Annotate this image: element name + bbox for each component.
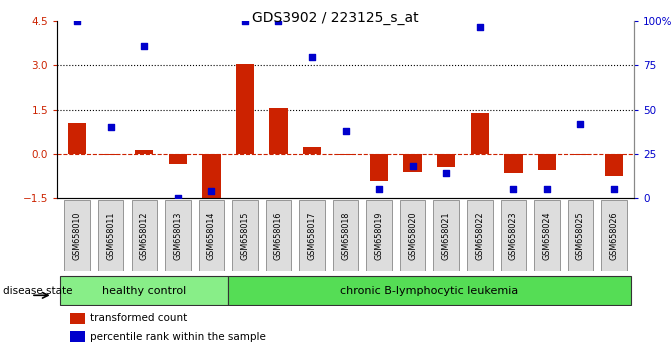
Point	[240, 18, 250, 24]
Bar	[135, 149, 154, 154]
Bar	[403, 154, 422, 172]
Text: GSM658022: GSM658022	[475, 211, 484, 260]
Point	[172, 195, 183, 201]
Point	[340, 128, 351, 134]
Bar	[202, 154, 221, 200]
Text: GSM658015: GSM658015	[240, 211, 250, 260]
FancyBboxPatch shape	[299, 200, 325, 271]
Bar	[470, 113, 489, 154]
Text: GSM658012: GSM658012	[140, 211, 149, 260]
Point	[407, 164, 418, 169]
Bar	[70, 331, 85, 342]
Text: GSM658013: GSM658013	[173, 211, 183, 259]
Text: GSM658011: GSM658011	[106, 211, 115, 259]
Bar	[571, 154, 590, 155]
Bar	[504, 154, 523, 173]
Text: GSM658014: GSM658014	[207, 211, 216, 259]
Bar	[336, 154, 355, 155]
Point	[273, 18, 284, 24]
Text: GSM658020: GSM658020	[408, 211, 417, 260]
Point	[307, 54, 317, 59]
Point	[72, 18, 83, 24]
Bar	[605, 154, 623, 176]
Bar	[168, 154, 187, 164]
FancyBboxPatch shape	[333, 200, 358, 271]
Text: GSM658023: GSM658023	[509, 211, 518, 260]
Point	[508, 187, 519, 192]
FancyBboxPatch shape	[433, 200, 459, 271]
Bar	[101, 154, 120, 155]
Text: GSM658016: GSM658016	[274, 211, 283, 259]
Text: chronic B-lymphocytic leukemia: chronic B-lymphocytic leukemia	[340, 286, 519, 296]
FancyBboxPatch shape	[467, 200, 493, 271]
FancyBboxPatch shape	[601, 200, 627, 271]
Point	[541, 187, 552, 192]
FancyBboxPatch shape	[98, 200, 123, 271]
FancyBboxPatch shape	[132, 200, 157, 271]
FancyBboxPatch shape	[366, 200, 392, 271]
FancyBboxPatch shape	[60, 276, 228, 305]
FancyBboxPatch shape	[400, 200, 425, 271]
Text: GSM658026: GSM658026	[609, 211, 619, 260]
Text: GDS3902 / 223125_s_at: GDS3902 / 223125_s_at	[252, 11, 419, 25]
Text: GSM658019: GSM658019	[374, 211, 384, 260]
Text: healthy control: healthy control	[102, 286, 187, 296]
Text: GSM658025: GSM658025	[576, 211, 585, 260]
Text: percentile rank within the sample: percentile rank within the sample	[90, 332, 266, 342]
Bar	[303, 147, 321, 154]
FancyBboxPatch shape	[534, 200, 560, 271]
Bar	[537, 154, 556, 170]
Text: disease state: disease state	[3, 286, 73, 296]
Bar	[370, 154, 389, 181]
Text: GSM658018: GSM658018	[341, 211, 350, 259]
Point	[575, 121, 586, 127]
Text: GSM658017: GSM658017	[307, 211, 317, 260]
FancyBboxPatch shape	[228, 276, 631, 305]
Point	[609, 187, 619, 192]
FancyBboxPatch shape	[568, 200, 593, 271]
Point	[206, 188, 217, 194]
Bar	[68, 123, 87, 154]
FancyBboxPatch shape	[199, 200, 224, 271]
Bar	[70, 313, 85, 324]
Bar	[437, 154, 456, 167]
Text: GSM658021: GSM658021	[442, 211, 451, 260]
Bar	[269, 108, 288, 154]
Point	[139, 43, 150, 49]
Text: GSM658024: GSM658024	[542, 211, 552, 260]
Point	[474, 24, 485, 29]
Bar	[236, 64, 254, 154]
Point	[441, 171, 452, 176]
Point	[374, 187, 384, 192]
Point	[105, 125, 116, 130]
FancyBboxPatch shape	[64, 200, 90, 271]
FancyBboxPatch shape	[266, 200, 291, 271]
Text: GSM658010: GSM658010	[72, 211, 82, 259]
Text: transformed count: transformed count	[90, 313, 187, 323]
FancyBboxPatch shape	[165, 200, 191, 271]
FancyBboxPatch shape	[232, 200, 258, 271]
FancyBboxPatch shape	[501, 200, 526, 271]
